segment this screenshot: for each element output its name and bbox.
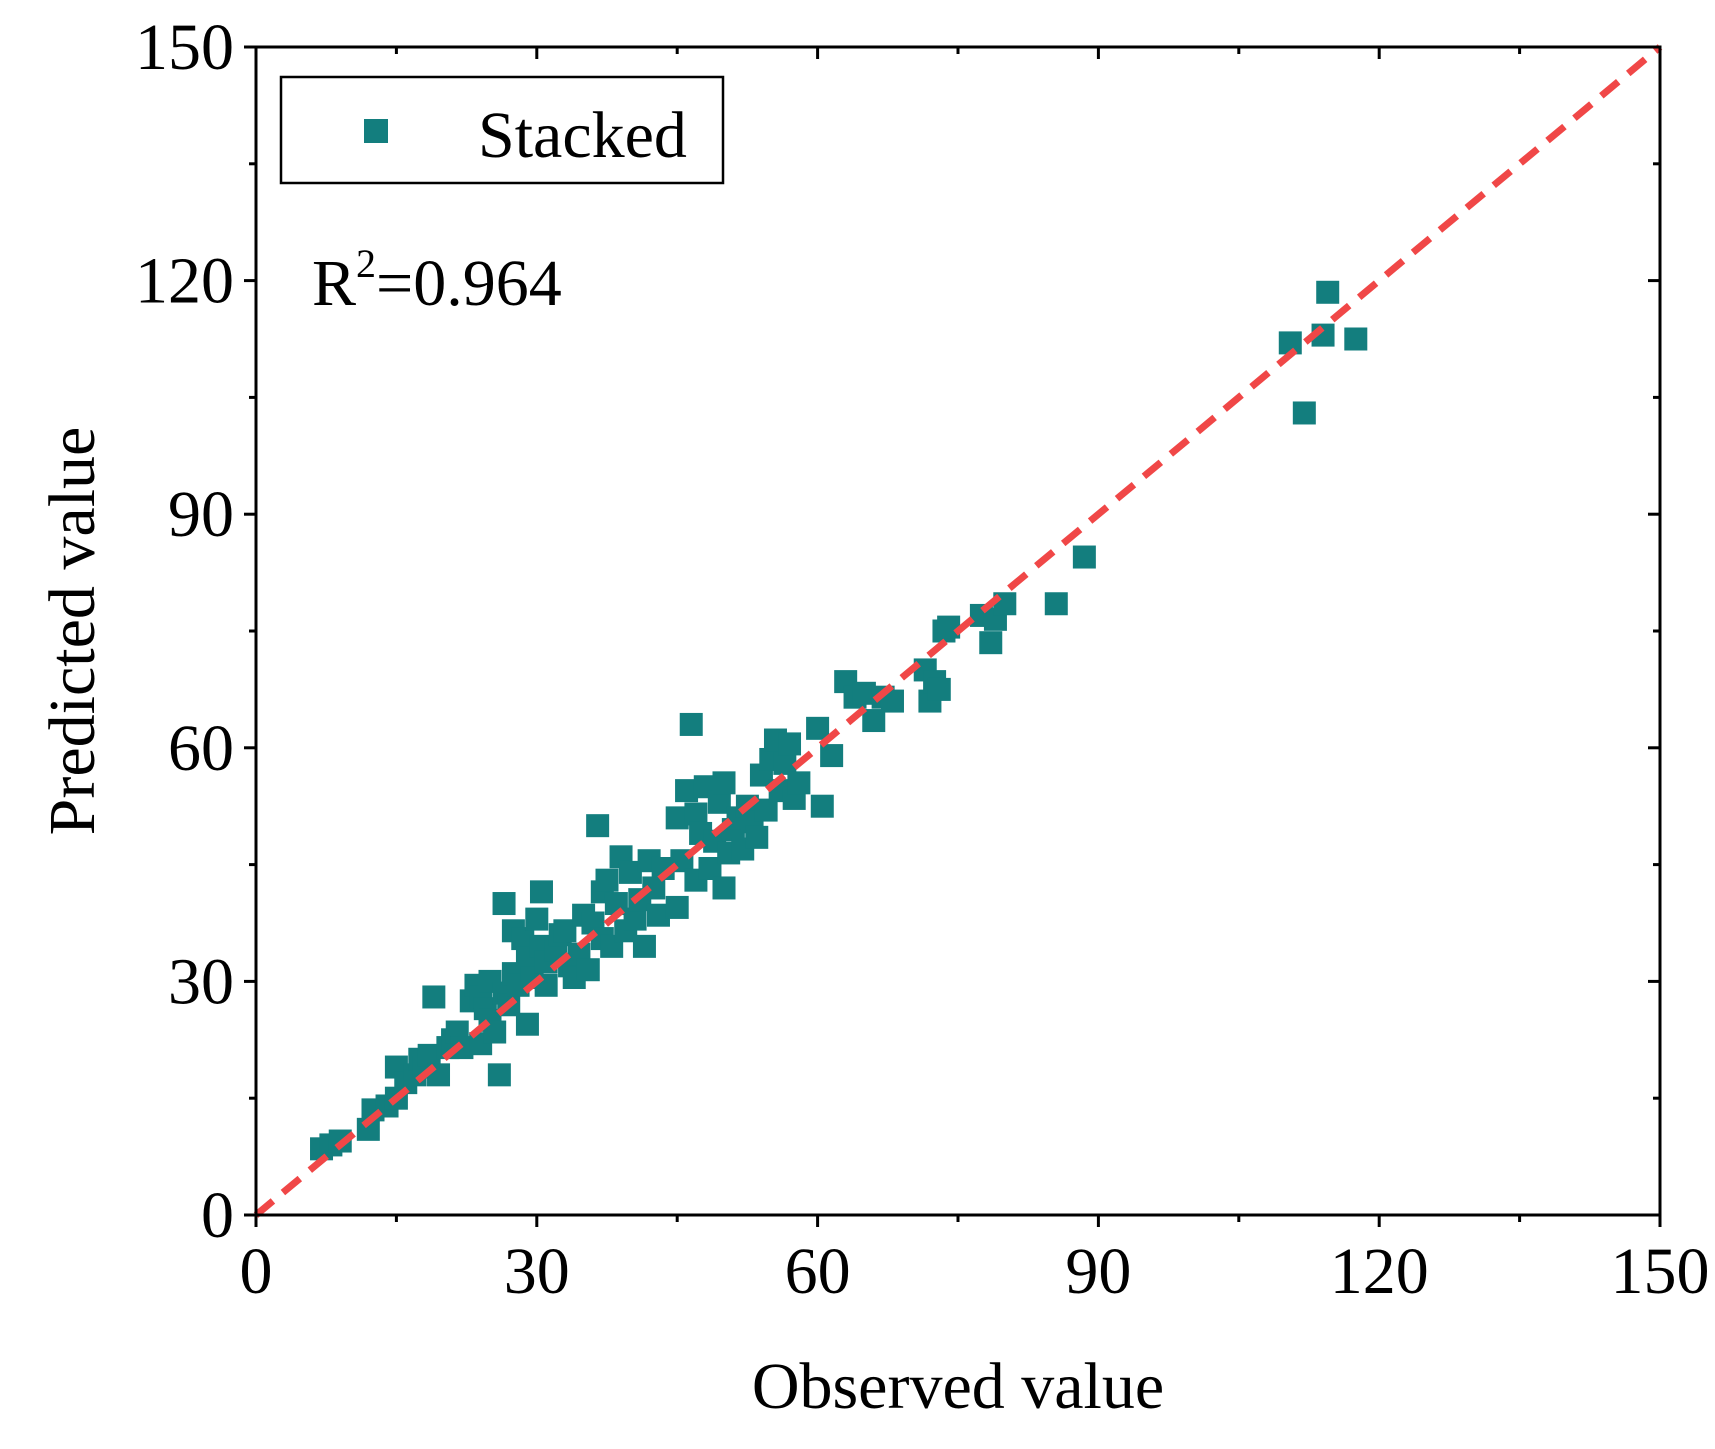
data-point	[586, 814, 610, 838]
data-point	[806, 716, 830, 740]
data-point	[632, 934, 656, 958]
data-point	[862, 709, 886, 733]
data-point	[1072, 545, 1096, 569]
annotation-superscript: 2	[356, 241, 376, 286]
data-point	[852, 681, 876, 705]
data-point	[1278, 331, 1302, 355]
points-layer	[310, 280, 1368, 1161]
data-point	[927, 677, 951, 701]
x-tick-label: 60	[785, 1235, 851, 1308]
r-squared-annotation: R2=0.964	[312, 241, 562, 320]
data-point	[698, 856, 722, 880]
x-axis-title: Observed value	[752, 1350, 1164, 1423]
data-point	[880, 689, 904, 713]
annotation-value: =0.964	[376, 247, 562, 320]
data-point	[417, 1043, 441, 1067]
reference-line-y-equals-x	[253, 44, 1663, 1218]
data-point	[529, 880, 553, 904]
data-point	[422, 985, 446, 1009]
data-point	[646, 903, 670, 927]
data-point	[937, 615, 961, 639]
data-point	[787, 771, 811, 795]
y-tick-label: 120	[135, 245, 234, 318]
data-point	[675, 779, 699, 803]
data-point	[618, 860, 642, 884]
data-point	[515, 1012, 539, 1036]
annotation-base: R	[312, 247, 356, 320]
data-point	[712, 876, 736, 900]
data-point	[642, 876, 666, 900]
data-point	[773, 751, 797, 775]
data-point	[525, 907, 549, 931]
y-axis-title: Predicted value	[36, 427, 109, 836]
data-point	[576, 958, 600, 982]
data-point	[979, 631, 1003, 655]
data-point	[778, 732, 802, 756]
data-point	[679, 712, 703, 736]
data-point	[810, 794, 834, 818]
data-point	[553, 919, 577, 943]
y-tick-label: 150	[135, 11, 234, 84]
data-point	[1292, 401, 1316, 425]
data-point	[511, 927, 535, 951]
legend-box	[279, 75, 725, 185]
x-tick-label: 150	[1611, 1235, 1710, 1308]
data-point	[483, 1020, 507, 1044]
data-point	[487, 1063, 511, 1087]
data-point	[707, 790, 731, 814]
y-tick-label: 0	[201, 1179, 234, 1252]
y-tick-label: 60	[168, 712, 234, 785]
y-tick-label: 90	[168, 478, 234, 551]
data-point	[712, 771, 736, 795]
x-tick-label: 120	[1330, 1235, 1429, 1308]
data-point	[1044, 592, 1068, 616]
x-tick-label: 0	[240, 1235, 273, 1308]
ticks-layer: 0 30 60 90 120 150 0 30 60 90 120 150	[135, 11, 1710, 1308]
legend: Stacked	[279, 75, 725, 185]
data-point	[492, 892, 516, 916]
data-point	[754, 798, 778, 822]
data-point	[1316, 280, 1340, 304]
legend-marker-square	[364, 119, 388, 143]
y-tick-label: 30	[168, 945, 234, 1018]
data-point	[820, 744, 844, 768]
data-point	[1344, 327, 1368, 351]
data-point	[684, 802, 708, 826]
data-point	[665, 895, 689, 919]
x-tick-label: 90	[1065, 1235, 1131, 1308]
data-point	[745, 825, 769, 849]
x-tick-label: 30	[504, 1235, 570, 1308]
data-point	[665, 806, 689, 830]
data-point	[595, 868, 619, 892]
data-point	[623, 907, 647, 931]
legend-label-stacked: Stacked	[478, 99, 687, 172]
